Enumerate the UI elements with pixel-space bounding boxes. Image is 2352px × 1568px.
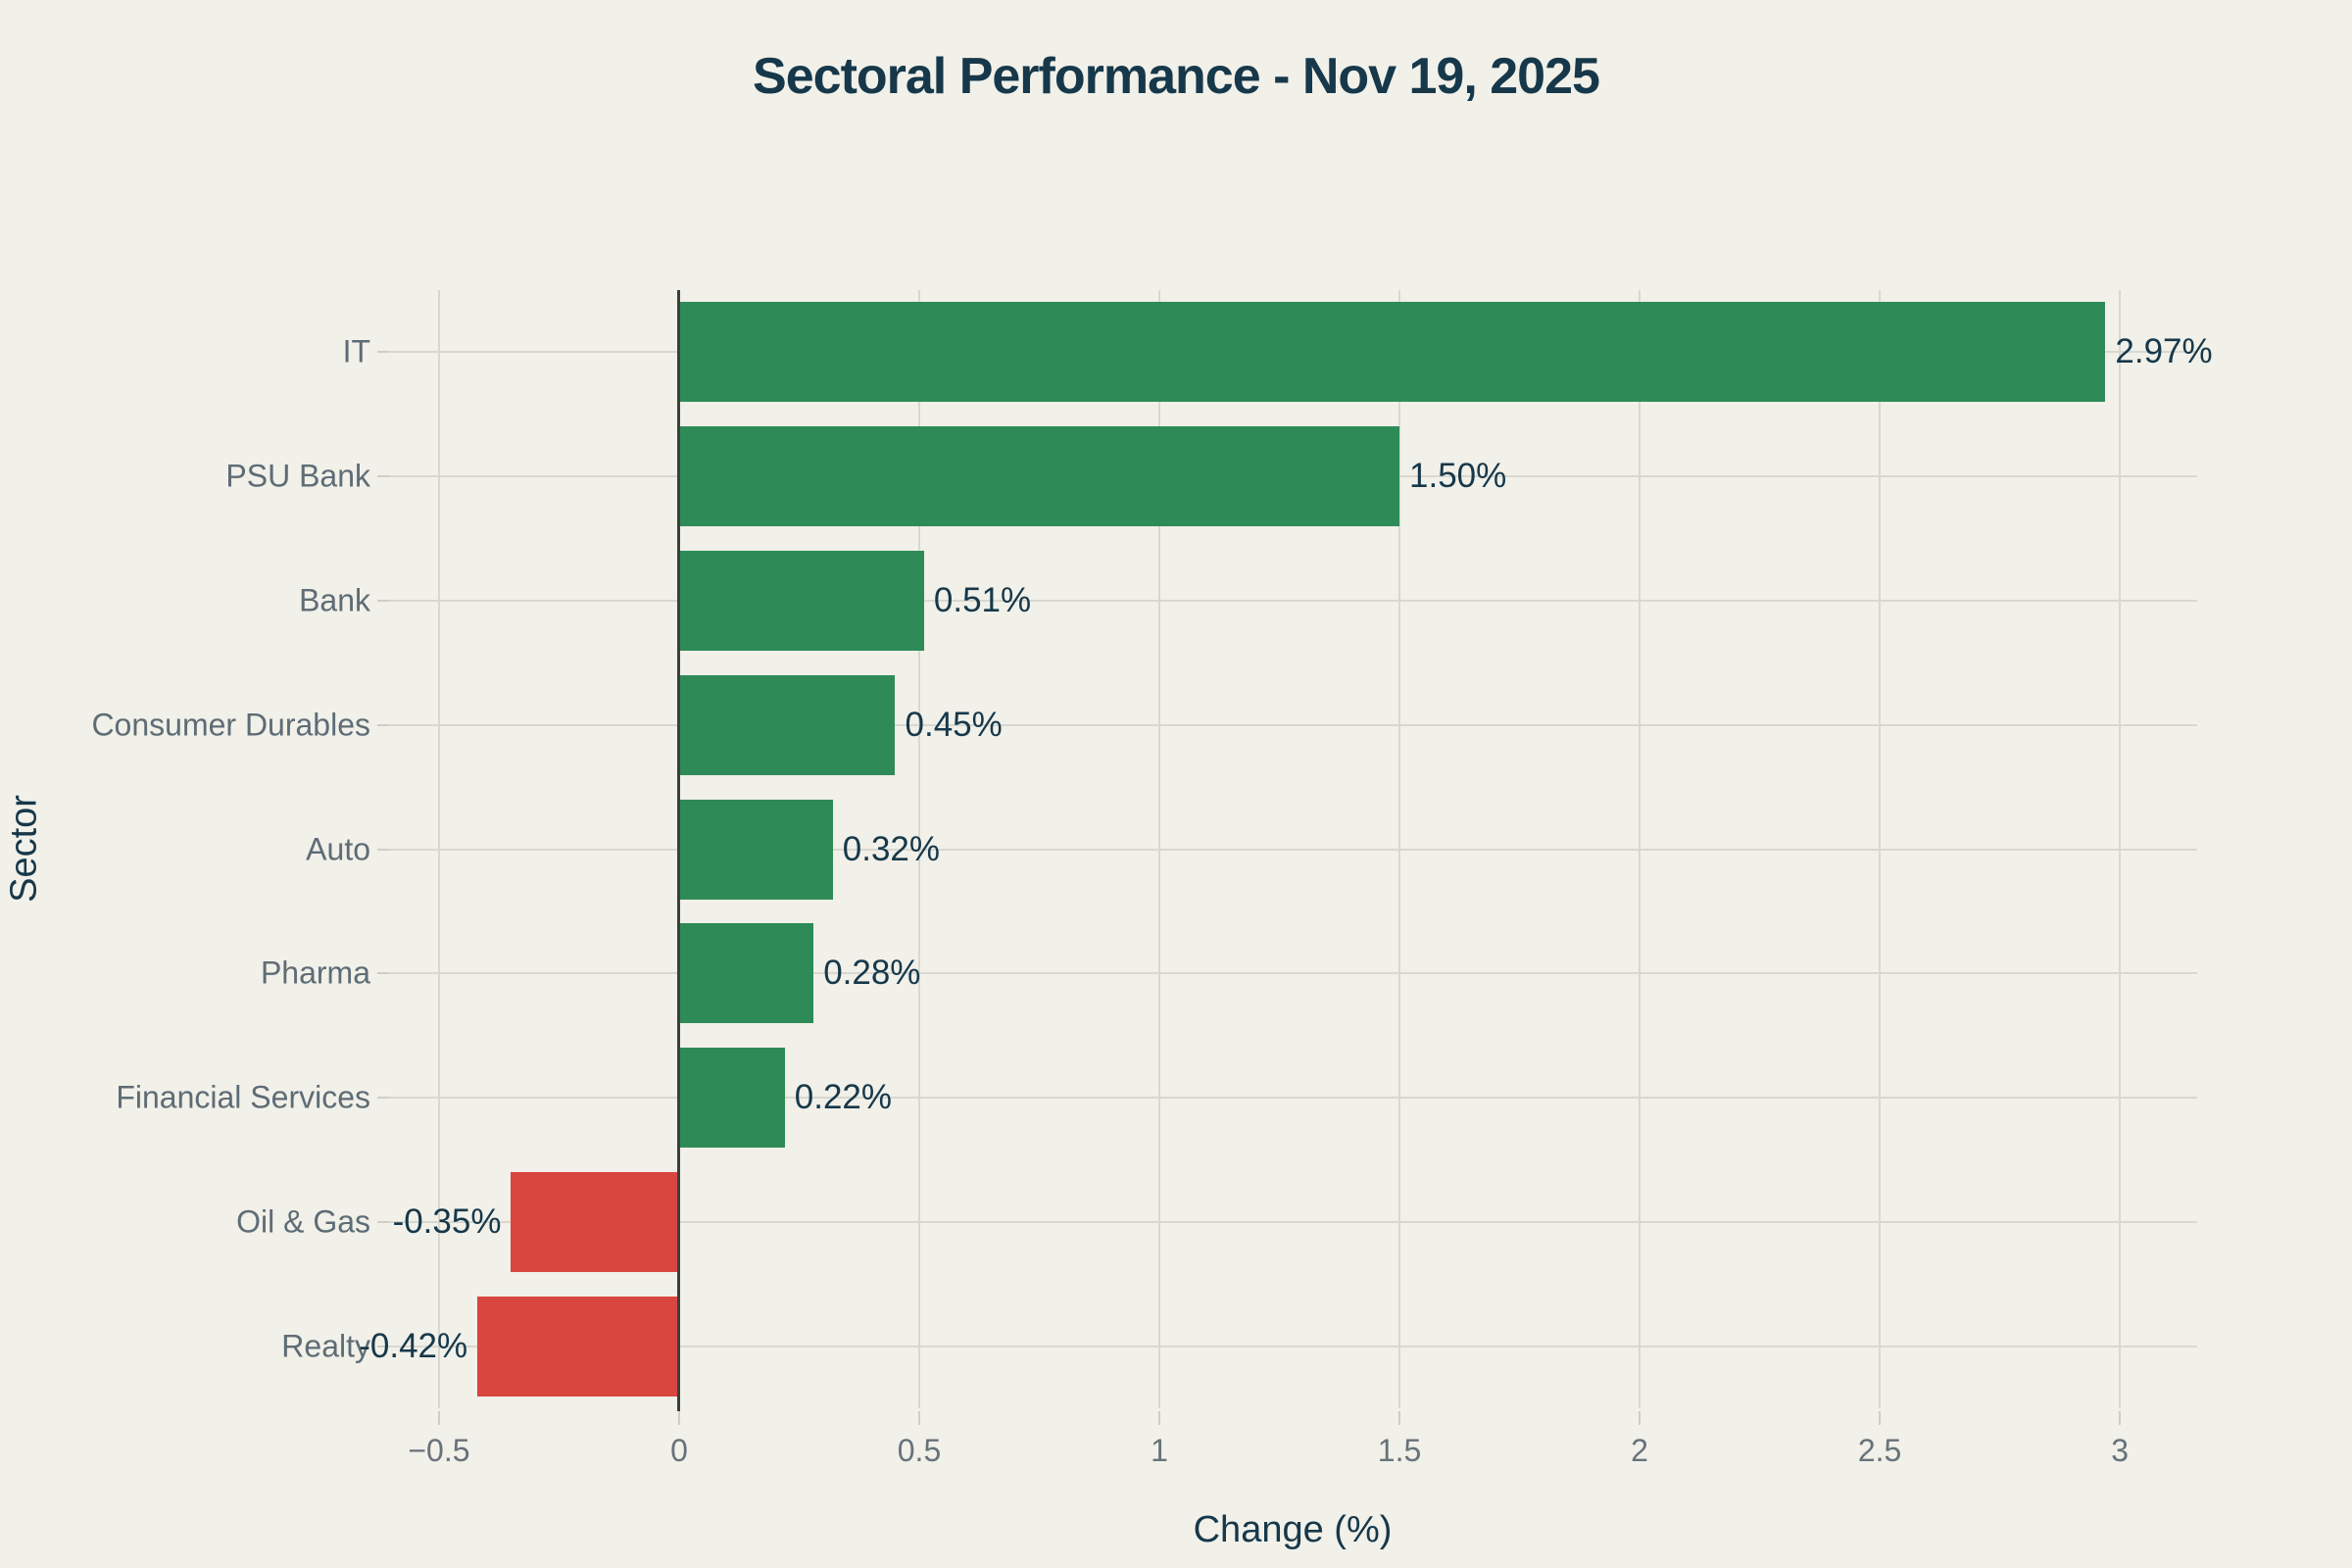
y-tick-psu-bank bbox=[377, 475, 389, 478]
y-tick-it bbox=[377, 351, 389, 354]
category-label-bank: Bank bbox=[299, 582, 370, 618]
bar-auto bbox=[678, 799, 833, 900]
x-tick-0 bbox=[677, 1411, 680, 1425]
category-label-psu-bank: PSU Bank bbox=[225, 458, 370, 494]
y-tick-bank bbox=[377, 599, 389, 602]
y-tick-realty bbox=[377, 1345, 389, 1348]
value-label-it: 2.97% bbox=[2115, 332, 2213, 371]
value-label-oil-gas: -0.35% bbox=[392, 1201, 502, 1241]
category-label-pharma: Pharma bbox=[260, 955, 370, 991]
category-label-financial-services: Financial Services bbox=[116, 1079, 370, 1115]
value-label-pharma: 0.28% bbox=[823, 954, 921, 993]
x-tick-label-1.5: 1.5 bbox=[1377, 1433, 1422, 1468]
x-tick-label-2.5: 2.5 bbox=[1857, 1433, 1902, 1468]
bar-bank bbox=[678, 550, 924, 651]
bar-it bbox=[678, 302, 2106, 403]
x-tick-label-0: 0 bbox=[670, 1433, 688, 1468]
value-label-consumer-durables: 0.45% bbox=[905, 705, 1003, 744]
y-tick-pharma bbox=[377, 972, 389, 975]
category-label-it: IT bbox=[342, 333, 370, 369]
x-tick-label-−0.5: −0.5 bbox=[408, 1433, 470, 1468]
plot-area: 2.97% 1.50% 0.51% 0.45% 0.32% 0.28% 0.22% -0.35… bbox=[359, 290, 2213, 1411]
category-label-auto: Auto bbox=[306, 831, 370, 866]
value-label-bank: 0.51% bbox=[933, 580, 1032, 619]
x-tick-1 bbox=[1158, 1411, 1161, 1425]
value-label-financial-services: 0.22% bbox=[794, 1078, 893, 1117]
y-gridline-financial-services bbox=[389, 1097, 2197, 1100]
category-label-oil-gas: Oil & Gas bbox=[236, 1203, 370, 1240]
bar-realty bbox=[477, 1296, 679, 1396]
x-tick-label-3: 3 bbox=[2111, 1433, 2129, 1468]
bar-consumer-durables bbox=[678, 674, 896, 775]
bar-oil-gas bbox=[511, 1171, 679, 1272]
x-tick-2 bbox=[1639, 1411, 1642, 1425]
category-label-realty: Realty bbox=[281, 1328, 370, 1364]
x-tick-−0.5 bbox=[437, 1411, 440, 1425]
bar-financial-services bbox=[678, 1048, 785, 1149]
y-tick-oil-gas bbox=[377, 1220, 389, 1223]
value-label-realty: -0.42% bbox=[359, 1326, 468, 1365]
y-tick-auto bbox=[377, 848, 389, 851]
y-tick-consumer-durables bbox=[377, 723, 389, 726]
y-gridline-auto bbox=[389, 848, 2197, 851]
chart-title: Sectoral Performance - Nov 19, 2025 bbox=[753, 48, 1600, 105]
bar-psu-bank bbox=[678, 426, 1400, 527]
y-gridline-realty bbox=[389, 1345, 2197, 1348]
x-tick-2.5 bbox=[1879, 1411, 1882, 1425]
y-gridline-consumer-durables bbox=[389, 723, 2197, 726]
value-label-auto: 0.32% bbox=[842, 829, 941, 868]
y-gridline-pharma bbox=[389, 972, 2197, 975]
x-tick-label-1: 1 bbox=[1151, 1433, 1168, 1468]
x-tick-0.5 bbox=[918, 1411, 920, 1425]
bar-pharma bbox=[678, 923, 814, 1024]
x-tick-label-0.5: 0.5 bbox=[897, 1433, 942, 1468]
y-gridline-bank bbox=[389, 599, 2197, 602]
y-tick-financial-services bbox=[377, 1097, 389, 1100]
x-tick-label-2: 2 bbox=[1631, 1433, 1648, 1468]
y-gridline-oil-gas bbox=[389, 1220, 2197, 1223]
value-label-psu-bank: 1.50% bbox=[1409, 457, 1507, 496]
x-tick-3 bbox=[2119, 1411, 2122, 1425]
x-tick-1.5 bbox=[1398, 1411, 1401, 1425]
category-label-consumer-durables: Consumer Durables bbox=[91, 707, 370, 743]
x-axis-title: Change (%) bbox=[1193, 1509, 1393, 1550]
zero-axis-line bbox=[677, 290, 681, 1411]
